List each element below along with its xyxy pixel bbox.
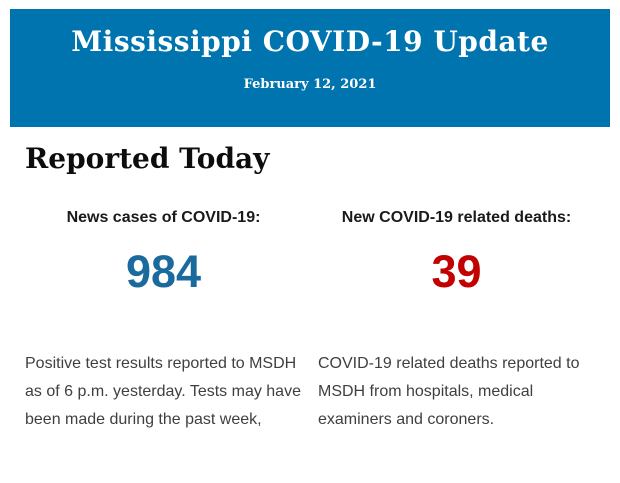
new-deaths-label: New COVID-19 related deaths: xyxy=(341,209,572,226)
new-cases-value: 984 xyxy=(125,246,202,297)
new-cases-description: Positive test results reported to MSDH a… xyxy=(25,355,301,428)
stats-grid: News cases of COVID-19: 984 Positive tes… xyxy=(0,209,620,434)
stat-new-cases: News cases of COVID-19: 984 Positive tes… xyxy=(25,209,302,434)
new-cases-label: News cases of COVID-19: xyxy=(66,209,261,226)
section-title: Reported Today xyxy=(25,142,270,175)
header-banner: Mississippi COVID-19 Update February 12,… xyxy=(10,9,610,127)
report-date: February 12, 2021 xyxy=(243,77,377,92)
stat-new-deaths: New COVID-19 related deaths: 39 COVID-19… xyxy=(318,209,595,434)
new-deaths-value: 39 xyxy=(431,246,482,297)
new-deaths-description: COVID-19 related deaths reported to MSDH… xyxy=(318,355,580,428)
main-content: Reported Today News cases of COVID-19: 9… xyxy=(0,142,620,434)
page-title: Mississippi COVID-19 Update xyxy=(71,25,549,58)
